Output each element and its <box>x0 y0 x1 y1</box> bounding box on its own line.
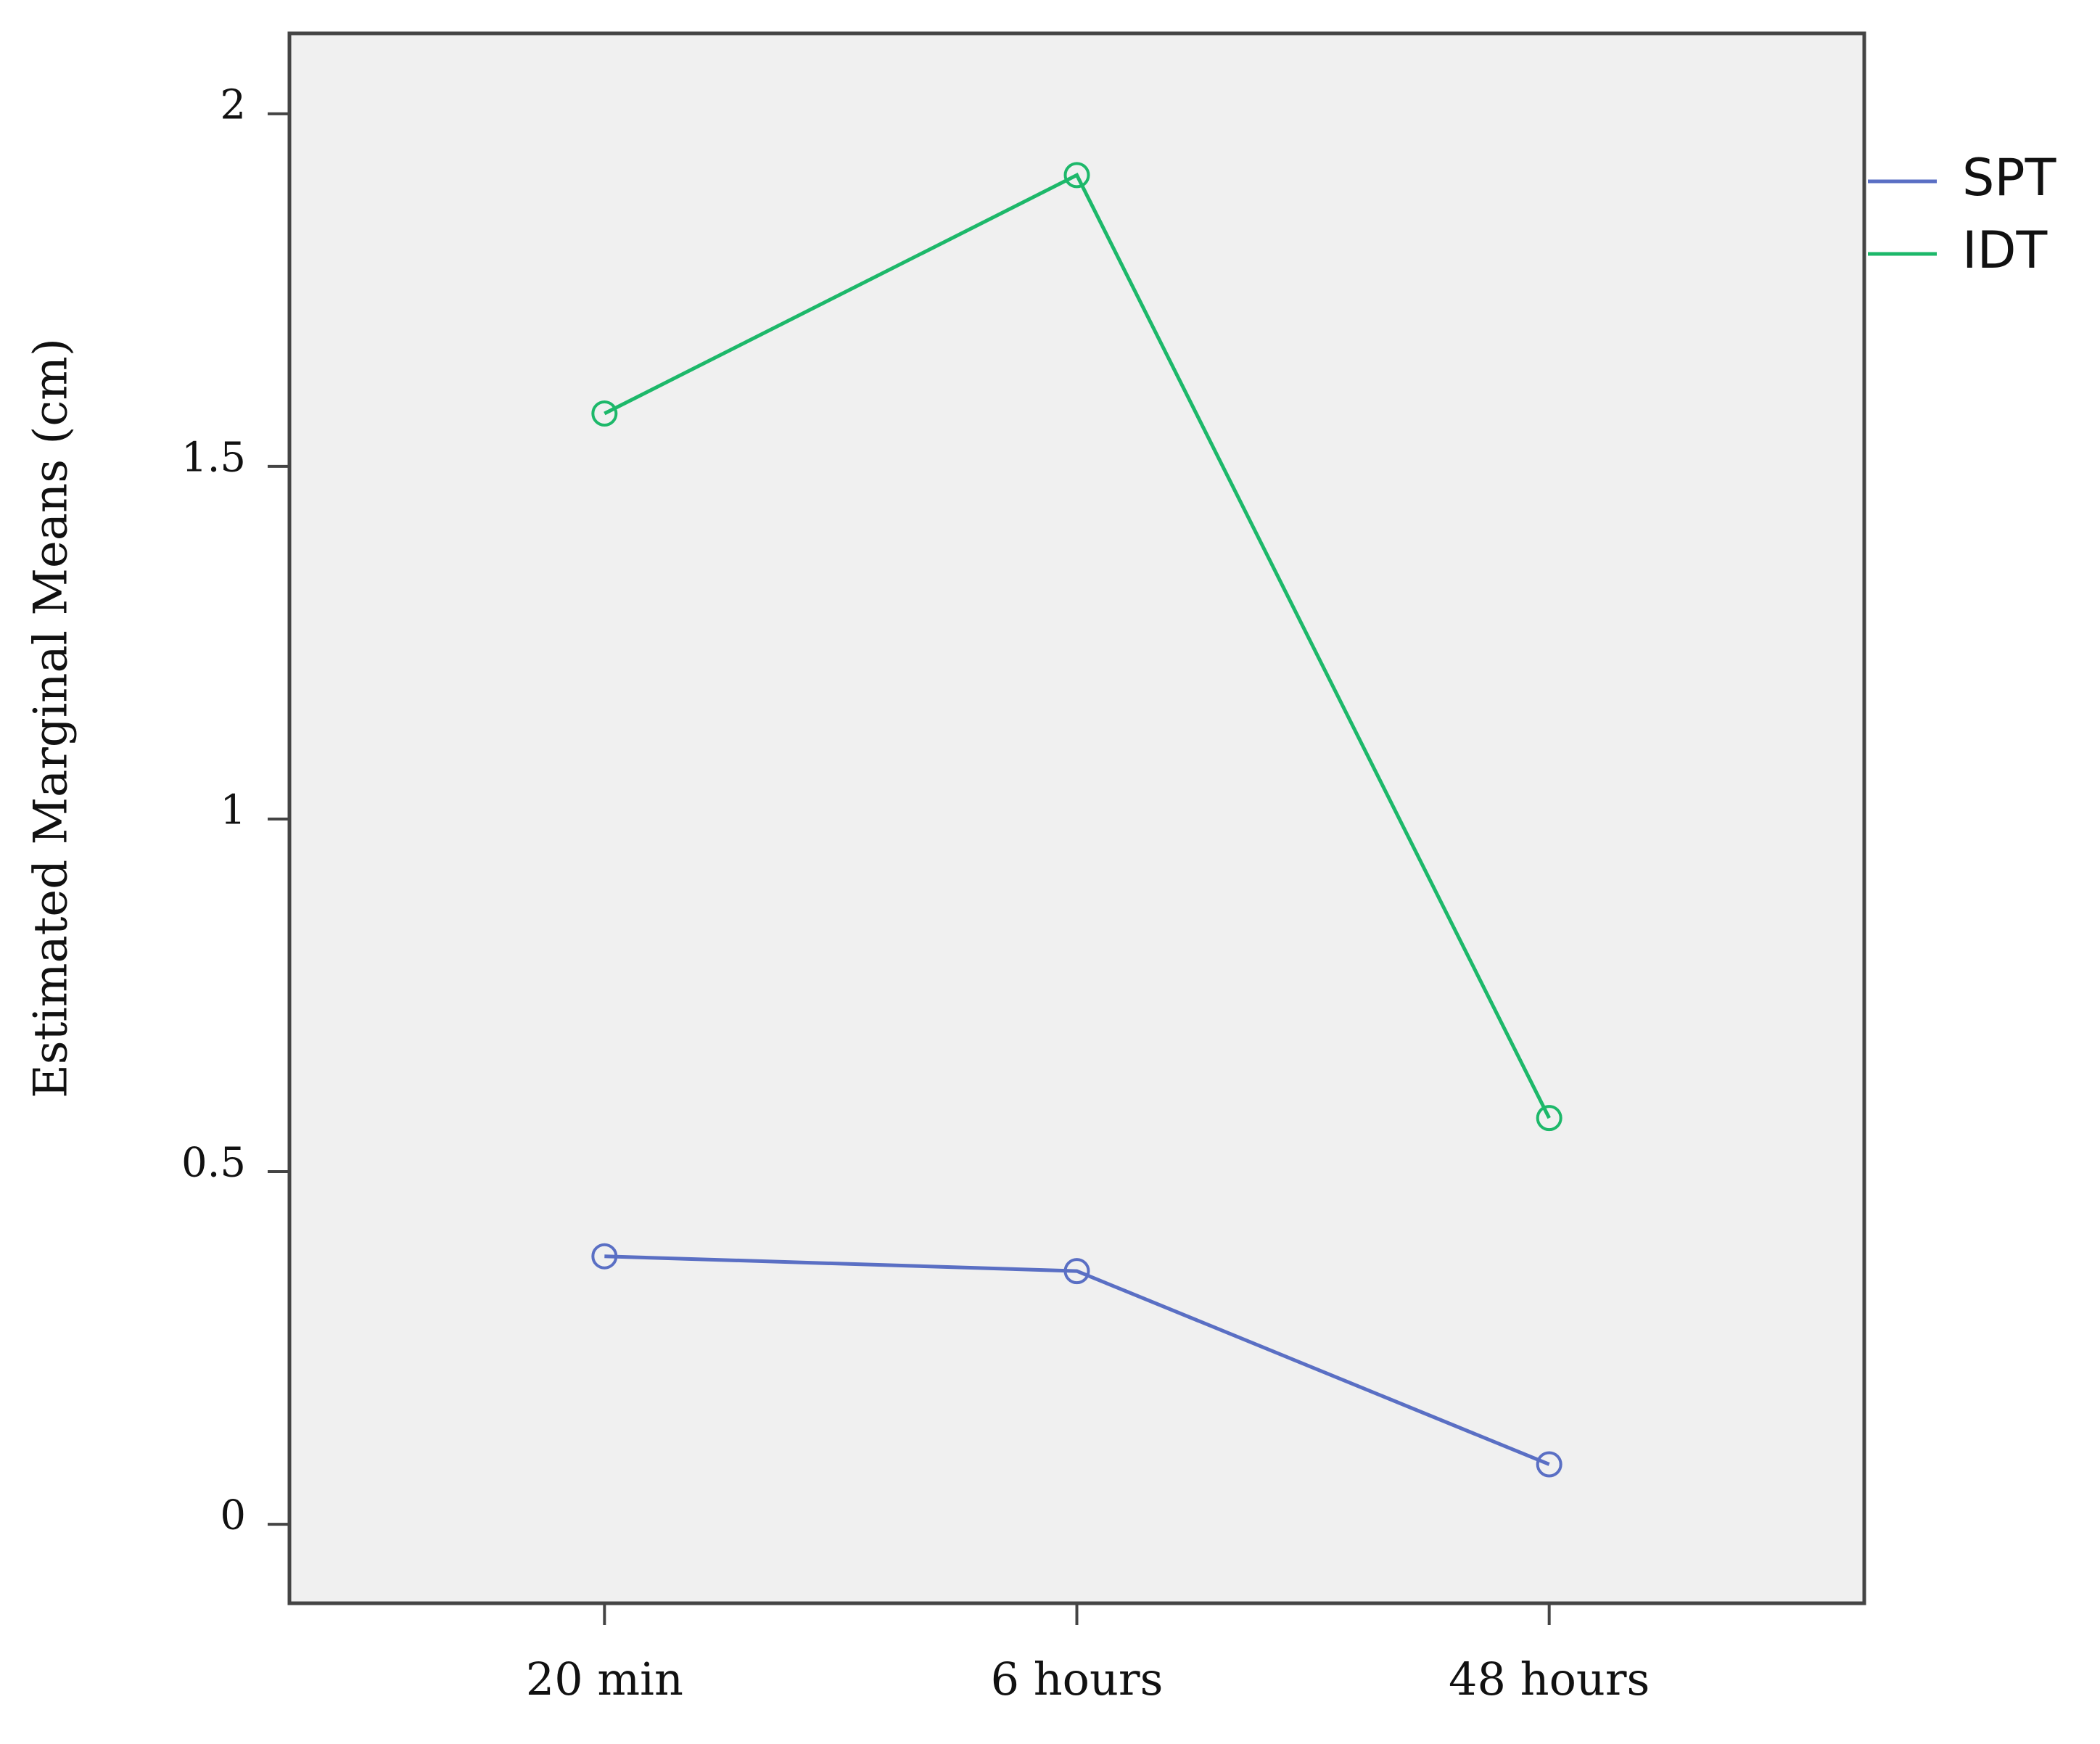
data-point <box>1536 1451 1562 1478</box>
data-point <box>591 1243 618 1270</box>
legend-label: SPT <box>1962 148 2056 207</box>
y-tick-label: 1.5 <box>181 434 246 481</box>
y-axis-title: Estimated Marginal Means (cm) <box>25 338 78 1098</box>
y-tick-label: 1 <box>220 786 246 834</box>
y-tick-label: 0.5 <box>181 1140 246 1187</box>
legend: SPT IDT <box>1868 148 2056 280</box>
data-point <box>1536 1105 1562 1132</box>
data-point <box>1063 1258 1090 1285</box>
series-line <box>604 173 1551 1119</box>
x-tick-label: 6 hours <box>991 1653 1164 1706</box>
plot-area <box>287 31 1866 1605</box>
data-point <box>1063 162 1090 189</box>
x-tick-label: 20 min <box>526 1653 683 1706</box>
y-tick-label: 2 <box>220 81 246 128</box>
series-line <box>604 1254 1550 1466</box>
y-tick-label: 0 <box>220 1492 246 1539</box>
legend-label: IDT <box>1962 221 2048 280</box>
data-point <box>591 400 618 427</box>
x-tick-label: 48 hours <box>1449 1653 1650 1706</box>
